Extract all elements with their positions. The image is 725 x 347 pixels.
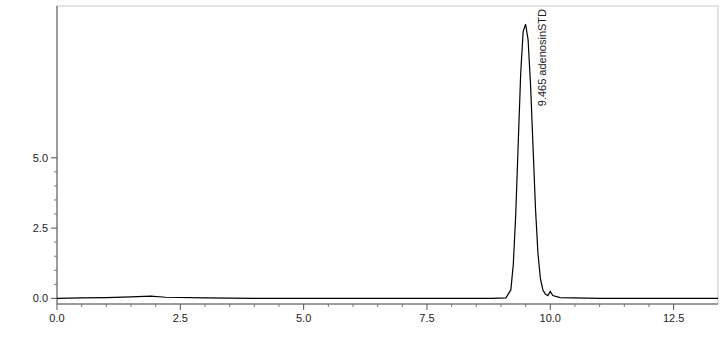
y-minor-tick (54, 284, 57, 285)
x-tick-label: 0.0 (49, 312, 64, 324)
x-minor-tick (525, 304, 526, 307)
y-minor-tick (54, 171, 57, 172)
y-tick-label: 0.0 (33, 292, 48, 304)
x-minor-tick (476, 304, 477, 307)
x-minor-tick (352, 304, 353, 307)
y-minor-tick (54, 185, 57, 186)
y-tick (51, 228, 57, 229)
x-minor-tick (155, 304, 156, 307)
x-tick-label: 5.0 (296, 312, 311, 324)
series-line (57, 24, 718, 298)
x-tick (426, 304, 427, 310)
x-tick-label: 12.5 (663, 312, 684, 324)
x-tick (57, 304, 58, 310)
x-tick (180, 304, 181, 310)
x-tick (303, 304, 304, 310)
x-minor-tick (278, 304, 279, 307)
plot-frame (57, 6, 718, 304)
peak-annotation: 9.465 adenosinSTD (536, 9, 548, 106)
x-minor-tick (599, 304, 600, 307)
x-minor-tick (106, 304, 107, 307)
x-minor-tick (81, 304, 82, 307)
y-tick (51, 157, 57, 158)
x-minor-tick (402, 304, 403, 307)
x-minor-tick (574, 304, 575, 307)
x-minor-tick (648, 304, 649, 307)
y-axis-line (57, 6, 58, 304)
y-tick (51, 298, 57, 299)
chart: 0.0 2.5 5.0 7.5 10.0 12.5 0.0 2.5 5.0 9.465 adeno… (0, 0, 725, 347)
x-minor-tick (229, 304, 230, 307)
series-group (57, 24, 718, 298)
x-minor-tick (130, 304, 131, 307)
x-tick-label: 2.5 (173, 312, 188, 324)
x-minor-tick (204, 304, 205, 307)
x-tick (550, 304, 551, 310)
x-tick-label: 10.0 (540, 312, 561, 324)
annotation-background (536, 9, 548, 108)
y-tick-label: 5.0 (33, 152, 48, 164)
y-tick-label: 2.5 (33, 222, 48, 234)
x-minor-tick (624, 304, 625, 307)
y-minor-tick (54, 256, 57, 257)
x-tick (673, 304, 674, 310)
x-minor-tick (451, 304, 452, 307)
y-minor-tick (54, 214, 57, 215)
x-minor-tick (377, 304, 378, 307)
x-minor-tick (500, 304, 501, 307)
x-tick-label: 7.5 (419, 312, 434, 324)
y-minor-tick (54, 270, 57, 271)
x-minor-tick (328, 304, 329, 307)
y-minor-tick (54, 199, 57, 200)
x-minor-tick (254, 304, 255, 307)
y-minor-tick (54, 242, 57, 243)
